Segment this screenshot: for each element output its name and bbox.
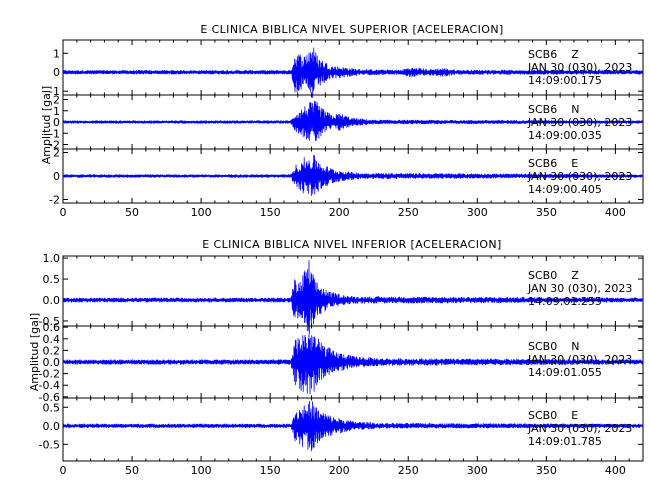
trace-time-label: 14:09:00.175 <box>528 74 602 87</box>
panel-title: E CLINICA BIBLICA NIVEL INFERIOR [ACELER… <box>202 238 501 251</box>
component-code: E <box>571 157 578 170</box>
component-code: Z <box>571 48 579 61</box>
trace-station-label: SCB6 E <box>528 157 578 170</box>
x-tick-label: 0 <box>60 464 67 477</box>
trace-station-label: SCB0 Z <box>528 269 579 282</box>
x-tick-label: 150 <box>260 464 281 477</box>
y-tick-label: 0.5 <box>43 401 61 414</box>
component-code: Z <box>571 269 579 282</box>
trace-time-label: 14:09:01.785 <box>528 435 602 448</box>
y-tick-label: -0.6 <box>39 391 60 404</box>
x-tick-label: 250 <box>398 206 419 219</box>
trace-date-label: JAN 30 (030), 2023 <box>527 170 632 183</box>
x-tick-label: 100 <box>191 206 212 219</box>
y-tick-label: 1 <box>53 105 60 118</box>
y-tick-label: 0.0 <box>43 294 61 307</box>
station-code: SCB6 <box>528 103 557 116</box>
trace-date-label: JAN 30 (030), 2023 <box>527 61 632 74</box>
x-tick-label: 0 <box>60 206 67 219</box>
x-tick-label: 350 <box>536 206 557 219</box>
y-tick-label: 0.5 <box>43 273 61 286</box>
waveform-series <box>62 260 644 335</box>
trace-station-label: SCB0 N <box>528 340 579 353</box>
station-code: SCB6 <box>528 157 557 170</box>
station-code: SCB6 <box>528 48 557 61</box>
x-tick-label: 250 <box>398 464 419 477</box>
y-tick-label: 0.6 <box>43 321 61 334</box>
station-code: SCB0 <box>528 269 557 282</box>
y-axis-label: Amplitud [gal] <box>28 313 41 391</box>
panel-inferior: E CLINICA BIBLICA NIVEL INFERIOR [ACELER… <box>28 238 644 477</box>
component-code: N <box>571 340 579 353</box>
trace-station-label: SCB6 Z <box>528 48 579 61</box>
trace-time-label: 14:09:00.035 <box>528 129 602 142</box>
waveform-series <box>62 47 644 98</box>
trace-station-label: SCB6 N <box>528 103 579 116</box>
y-tick-label: 0 <box>53 66 60 79</box>
trace-station-label: SCB0 E <box>528 409 578 422</box>
x-tick-label: 400 <box>605 464 626 477</box>
trace-date-label: JAN 30 (030), 2023 <box>527 353 632 366</box>
component-code: N <box>571 103 579 116</box>
y-tick-label: -2 <box>49 193 60 206</box>
y-tick-label: 0.2 <box>43 344 61 357</box>
waveform-series <box>62 154 644 196</box>
x-tick-label: 150 <box>260 206 281 219</box>
panel-title: E CLINICA BIBLICA NIVEL SUPERIOR [ACELER… <box>200 23 503 36</box>
station-code: SCB0 <box>528 340 557 353</box>
panel-superior: E CLINICA BIBLICA NIVEL SUPERIOR [ACELER… <box>40 23 644 219</box>
trace-date-label: JAN 30 (030), 2023 <box>527 282 632 295</box>
waveform-series <box>62 400 644 452</box>
x-tick-label: 50 <box>125 464 139 477</box>
trace-date-label: JAN 30 (030), 2023 <box>527 422 632 435</box>
trace-time-label: 14:09:01.055 <box>528 366 602 379</box>
y-tick-label: -0.2 <box>39 368 60 381</box>
y-tick-label: -0.5 <box>39 438 60 451</box>
y-tick-label: 1 <box>53 47 60 60</box>
x-tick-label: 50 <box>125 206 139 219</box>
trace-time-label: 14:09:01.255 <box>528 295 602 308</box>
x-tick-label: 400 <box>605 206 626 219</box>
y-tick-label: -1 <box>49 85 60 98</box>
y-tick-label: 0.0 <box>43 356 61 369</box>
y-axis-label: Amplitud [gal] <box>40 86 53 164</box>
y-tick-label: 1.0 <box>43 252 61 265</box>
y-tick-label: -1 <box>49 127 60 140</box>
y-tick-label: 0 <box>53 170 60 183</box>
x-tick-label: 300 <box>467 464 488 477</box>
component-code: E <box>571 409 578 422</box>
y-tick-label: 0 <box>53 116 60 129</box>
y-tick-label: 2 <box>53 147 60 160</box>
y-tick-label: 0.0 <box>43 420 61 433</box>
trace-date-label: JAN 30 (030), 2023 <box>527 116 632 129</box>
y-tick-label: -2 <box>49 139 60 152</box>
trace-time-label: 14:09:00.405 <box>528 183 602 196</box>
y-tick-label: -0.5 <box>39 315 60 328</box>
x-tick-label: 350 <box>536 464 557 477</box>
waveform-series <box>62 100 644 142</box>
x-tick-label: 100 <box>191 464 212 477</box>
station-code: SCB0 <box>528 409 557 422</box>
y-tick-label: -0.4 <box>39 379 60 392</box>
x-tick-label: 200 <box>329 206 350 219</box>
x-tick-label: 300 <box>467 206 488 219</box>
y-tick-label: 0.4 <box>43 333 61 346</box>
y-tick-label: 2 <box>53 94 60 107</box>
waveform-series <box>62 334 644 395</box>
x-tick-label: 200 <box>329 464 350 477</box>
